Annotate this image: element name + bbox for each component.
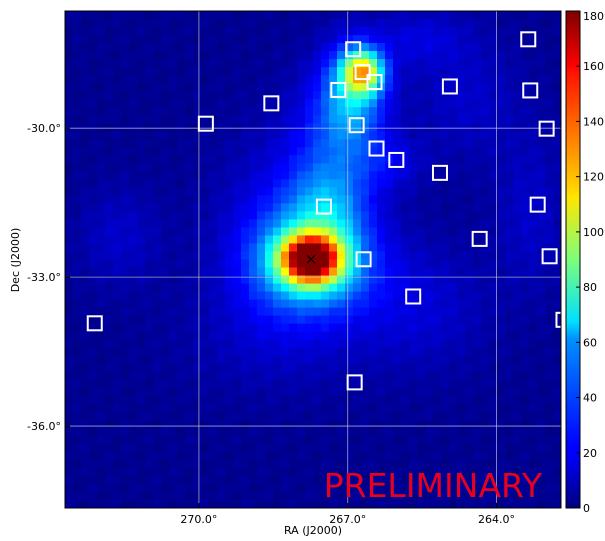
- colorbar-tick-label-9: 180: [583, 10, 604, 23]
- source-marker-13: [538, 120, 555, 137]
- colorbar-tick-label-3: 60: [583, 336, 597, 349]
- colorbar-tick-label-7: 140: [583, 115, 604, 128]
- colorbar-tick-label-1: 20: [583, 447, 597, 460]
- x-axis-ticks: 270.0° 267.0° 264.0°: [180, 503, 515, 526]
- colorbar-tick-label-6: 120: [583, 171, 604, 184]
- source-marker-15: [471, 230, 488, 247]
- preliminary-watermark: PRELIMINARY: [324, 466, 543, 505]
- x-tick-label-2: 264.0°: [478, 513, 515, 526]
- source-marker-18: [405, 288, 422, 305]
- source-marker-4: [354, 64, 371, 81]
- x-axis-label: RA (J2000): [284, 524, 342, 537]
- heatmap-layer: [65, 11, 561, 508]
- source-marker-7: [368, 140, 385, 157]
- source-marker-17: [355, 251, 372, 268]
- y-tick-label-0: -30.0°: [27, 122, 61, 135]
- source-marker-9: [441, 78, 458, 95]
- x-tick-label-1: 267.0°: [329, 513, 366, 526]
- source-marker-22: [346, 374, 363, 391]
- colorbar-tick-label-4: 80: [583, 281, 597, 294]
- colorbar-tick-label-5: 100: [583, 226, 604, 239]
- source-marker-21: [86, 315, 103, 332]
- y-tick-label-1: -33.0°: [27, 271, 61, 284]
- peak-marker-layer: [306, 254, 316, 264]
- colorbar-ticks: 0 20 40 60 80 100 120 140 160 180: [576, 10, 604, 515]
- source-marker-5: [366, 74, 383, 90]
- source-marker-2: [330, 81, 347, 98]
- colorbar: [565, 10, 581, 509]
- colorbar-tick-label-2: 40: [583, 392, 597, 405]
- grid-lines: [65, 11, 561, 508]
- colorbar-tick-label-8: 160: [583, 60, 604, 73]
- colorbar-tick-label-0: 0: [583, 502, 590, 515]
- source-marker-16: [315, 198, 332, 215]
- y-tick-label-2: -36.0°: [27, 420, 61, 433]
- source-marker-19: [541, 248, 558, 265]
- source-marker-20: [555, 311, 561, 328]
- source-markers: [86, 31, 561, 391]
- source-marker-11: [520, 31, 537, 48]
- source-marker-12: [522, 82, 539, 99]
- source-marker-3: [345, 41, 362, 58]
- source-marker-8: [388, 151, 405, 168]
- plot-frame: [64, 10, 562, 509]
- source-marker-0: [197, 115, 214, 132]
- source-marker-10: [431, 164, 448, 181]
- source-marker-14: [529, 196, 546, 213]
- peak-marker: [306, 254, 316, 264]
- x-tick-label-0: 270.0°: [180, 513, 217, 526]
- y-axis-ticks: -30.0° -33.0° -36.0°: [27, 122, 70, 433]
- source-marker-1: [263, 95, 280, 112]
- source-marker-6: [348, 117, 365, 134]
- y-axis-label: Dec (J2000): [9, 228, 22, 293]
